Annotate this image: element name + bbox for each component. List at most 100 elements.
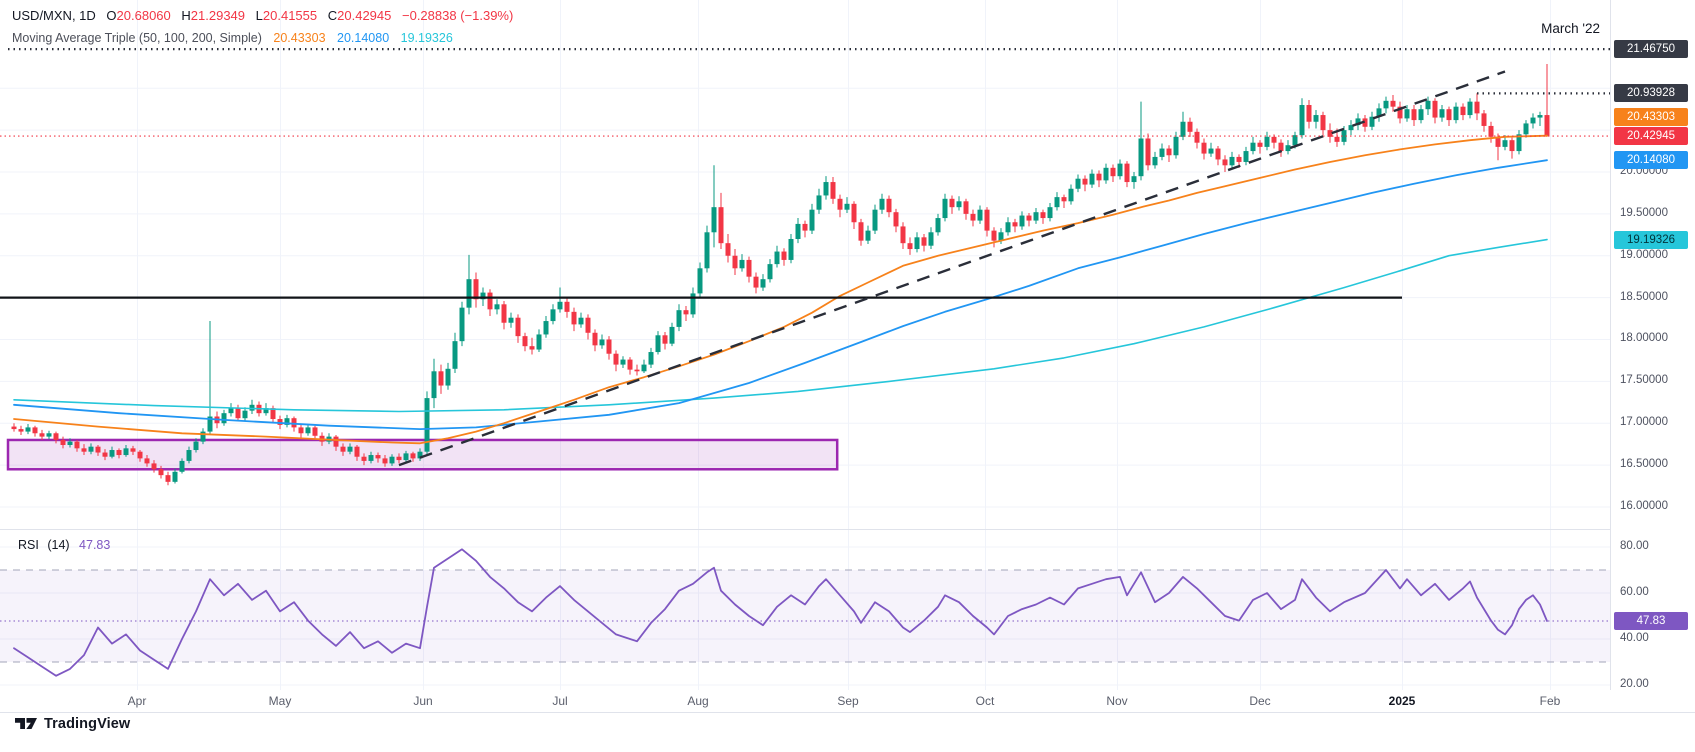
candle-body-up: [424, 398, 430, 452]
candle-body-down: [606, 339, 612, 354]
candle-body-up: [263, 408, 269, 414]
candle-body-up: [1313, 115, 1319, 122]
candle-body-up: [172, 471, 178, 482]
candle-body-up: [704, 232, 710, 269]
price-axis[interactable]: 20.00000 19.50000 19.00000 18.50000 18.00000…: [1611, 0, 1695, 712]
candle-body-down: [1334, 136, 1340, 142]
candle-body-up: [1523, 123, 1529, 135]
candle-body-up: [1054, 197, 1060, 208]
open-value: 20.68060: [116, 8, 171, 23]
time-axis-month-label: Jul: [552, 694, 568, 708]
candle-body-down: [571, 311, 577, 325]
ma100-value: 20.14080: [337, 31, 390, 45]
open-label: O: [106, 8, 117, 23]
candle-body-down: [130, 448, 136, 452]
candle-body-down: [1124, 163, 1130, 183]
rsi-indicator-header[interactable]: RSI (14) 47.83: [18, 538, 110, 552]
candle-body-down: [830, 182, 836, 199]
candle-body-down: [662, 335, 668, 344]
candle-body-down: [1446, 109, 1452, 121]
candle-body-up: [809, 209, 815, 231]
candle-body-up: [431, 371, 437, 399]
candle-body-up: [1159, 148, 1165, 157]
candle-body-up: [690, 293, 696, 315]
indicator-header[interactable]: Moving Average Triple (50, 100, 200, Sim…: [12, 31, 453, 45]
price-tick-label: 16.50000: [1620, 458, 1668, 471]
axis-value-badge: 19.19326: [1614, 230, 1688, 249]
candle-body-up: [1075, 178, 1081, 189]
ma200-value: 19.19326: [400, 31, 453, 45]
candle-body-down: [984, 209, 990, 231]
candle-body-up: [1418, 109, 1424, 121]
candle-body-down: [60, 439, 66, 445]
candle-body-up: [711, 207, 717, 233]
candle-body-up: [1502, 140, 1508, 147]
price-tick-label: 19.00000: [1620, 248, 1668, 261]
candle-body-up: [956, 201, 962, 208]
rsi-value: 47.83: [79, 538, 111, 552]
candle-body-up: [795, 223, 801, 239]
candle-body-down: [1166, 148, 1172, 156]
candle-body-up: [1264, 136, 1270, 147]
candle-body-down: [361, 456, 367, 461]
candle-body-up: [1292, 135, 1298, 146]
candle-body-up: [1348, 125, 1354, 131]
candle-body-down: [158, 469, 164, 476]
candle-body-down: [53, 433, 59, 440]
symbol-ohlc-header[interactable]: USD/MXN, 1D O20.68060 H21.29349 L20.4155…: [12, 8, 513, 23]
candle-body-down: [907, 243, 913, 250]
candle-body-up: [641, 364, 647, 372]
candle-body-down: [725, 243, 731, 256]
candle-body-up: [1103, 167, 1109, 181]
candle-body-down: [991, 230, 997, 241]
candle-body-up: [25, 427, 31, 432]
candle-body-down: [74, 441, 80, 449]
candle-body-down: [277, 419, 283, 425]
candle-body-down: [886, 198, 892, 213]
candle-body-up: [816, 195, 822, 210]
time-axis[interactable]: Apr May Jun Jul Aug Sep Oct Nov Dec 2025 Feb: [0, 690, 1695, 712]
candle-body-up: [1355, 118, 1361, 126]
candle-body-down: [1327, 130, 1333, 137]
candle-body-down: [732, 255, 738, 269]
candle-body-down: [585, 317, 591, 333]
candle-body-up: [466, 279, 472, 308]
candle-body-up: [1439, 109, 1445, 118]
candle-body-down: [1495, 136, 1501, 147]
time-axis-month-label: May: [268, 694, 292, 708]
candle-body-down: [81, 448, 87, 452]
candle-body-up: [494, 304, 500, 310]
candle-body-down: [144, 458, 150, 464]
rsi-tick-label: 80.00: [1620, 540, 1649, 552]
tradingview-logo[interactable]: TradingView: [14, 716, 130, 732]
candle-body-up: [543, 321, 549, 335]
candle-body-up: [123, 448, 129, 456]
candle-body-down: [1012, 222, 1018, 227]
candle-body-up: [1180, 121, 1186, 137]
candle-body-down: [529, 346, 535, 350]
candle-body-down: [354, 446, 360, 457]
rsi-tick-label: 40.00: [1620, 632, 1649, 644]
candle-body-up: [109, 450, 115, 457]
price-tick-label: 16.00000: [1620, 499, 1668, 512]
candle-body-up: [578, 317, 584, 325]
candle-body-up: [228, 408, 234, 414]
candle-body-up: [536, 334, 542, 350]
candle-body-down: [627, 359, 633, 370]
candle-body-up: [1537, 115, 1543, 118]
candle-body-down: [515, 317, 521, 337]
candle-body-up: [865, 230, 871, 241]
axis-value-badge: 21.46750: [1614, 40, 1688, 59]
candle-body-down: [1026, 215, 1032, 221]
candle-body-up: [1516, 134, 1522, 152]
ma50-value: 20.43303: [273, 31, 326, 45]
candle-body-down: [410, 453, 416, 459]
symbol-title: USD/MXN, 1D: [12, 8, 96, 23]
low-label: L: [255, 8, 263, 23]
candle-body-up: [1299, 105, 1305, 136]
axis-value-badge: 20.14080: [1614, 151, 1688, 170]
candle-body-down: [102, 452, 108, 457]
time-axis-month-label: Apr: [127, 694, 147, 708]
candle-body-up: [760, 279, 766, 288]
